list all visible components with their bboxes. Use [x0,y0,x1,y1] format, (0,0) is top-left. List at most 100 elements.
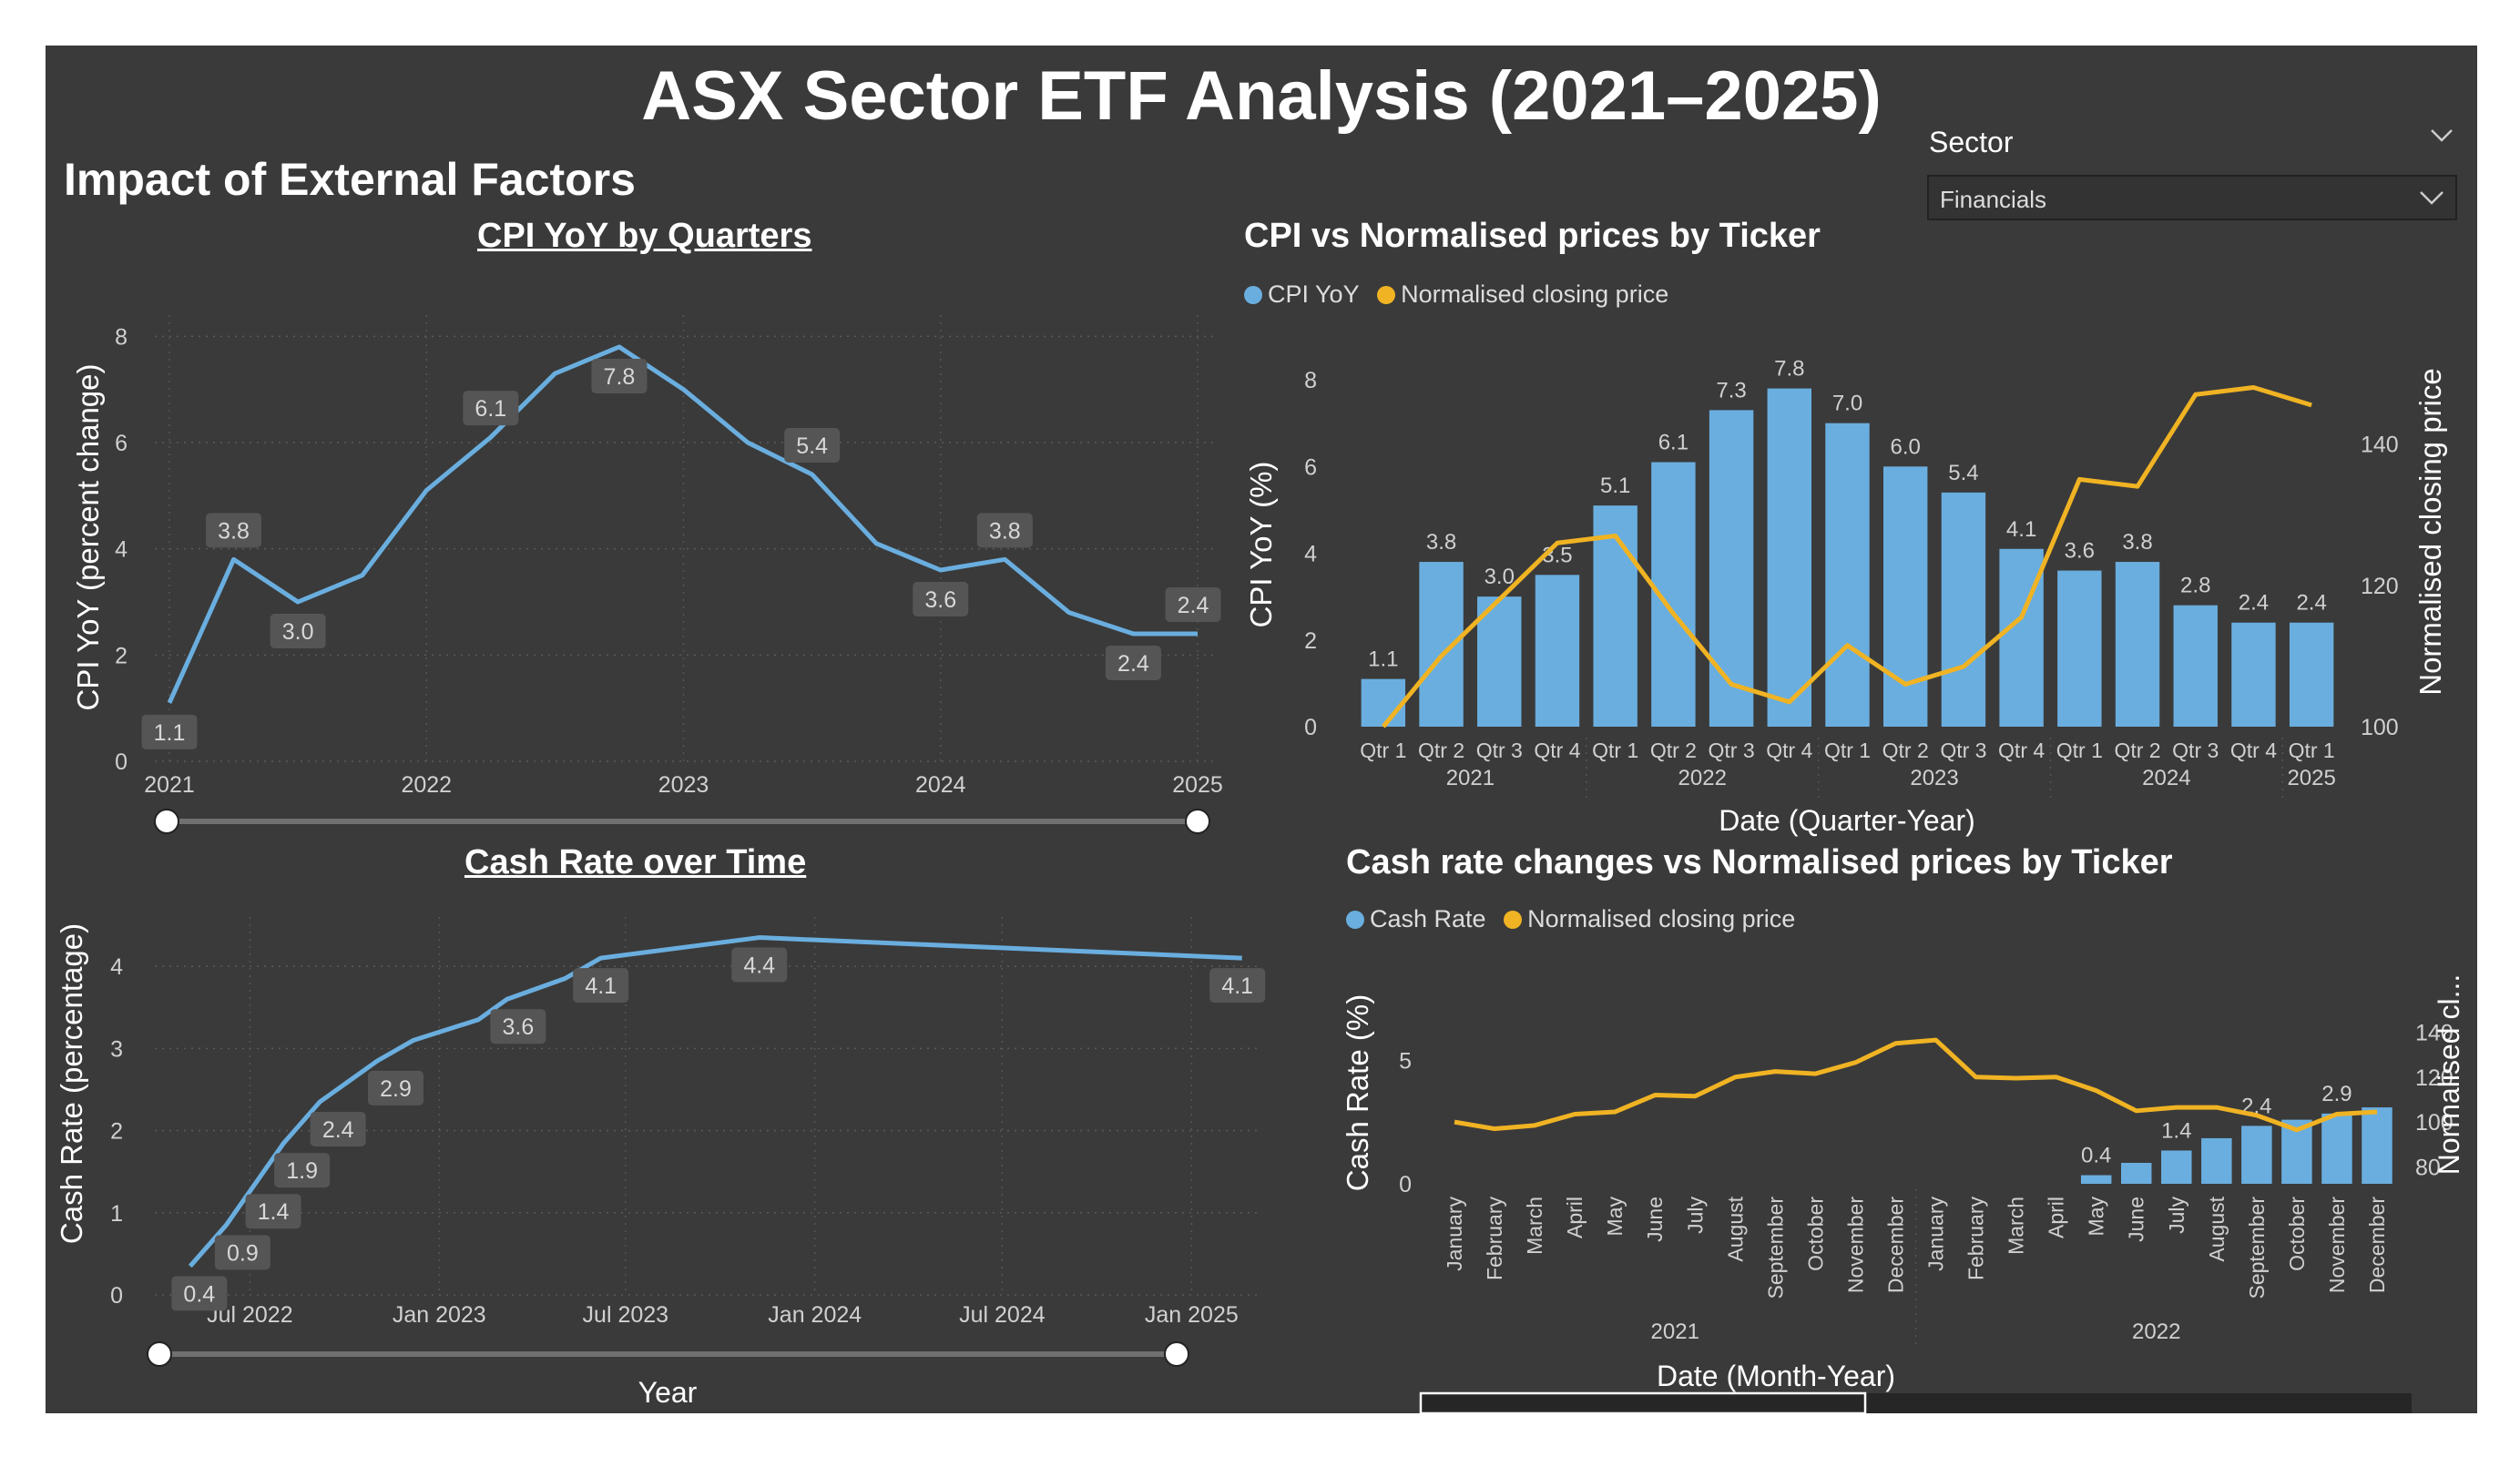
cash-line-y-label: Cash Rate (percentage) [55,923,88,1244]
cash-line-data-label: 3.6 [502,1014,534,1040]
cash-line-data-label-box [171,1276,228,1311]
cpi-combo-bar-label: 3.8 [2122,530,2152,555]
cash-combo-bar[interactable] [2161,1150,2192,1184]
cash-combo-bar-label: 1.4 [2161,1118,2191,1143]
cpi-combo-bar[interactable] [1477,596,1522,727]
legend-item[interactable]: Normalised closing price [1377,280,1668,308]
cpi-combo-x-tick: Qtr 1 [1592,739,1638,762]
cpi-combo-bar-label: 2.4 [2296,591,2326,616]
cash-combo-bar[interactable] [2201,1137,2232,1184]
cash-combo-bar[interactable] [2321,1113,2352,1184]
cash-date-slider-handle-end[interactable] [1164,1341,1189,1367]
sector-slicer-label: Sector [1929,126,2014,158]
cpi-combo-bar[interactable] [1709,410,1754,727]
cash-line-title: Cash Rate over Time [464,843,807,881]
cash-combo-x-tick: July [2165,1197,2188,1234]
cpi-combo-bar[interactable] [2289,622,2334,727]
cpi-combo-bar-label: 6.0 [1891,434,1921,459]
cpi-combo-bar[interactable] [2115,562,2160,727]
cpi-combo-bar[interactable] [1361,678,1406,727]
cash-line-data-label: 1.9 [286,1158,318,1184]
cpi-combo-x-tick: Qtr 4 [1998,739,2045,762]
cash-combo-y-label: Cash Rate (%) [1341,994,1374,1191]
cash-combo-bar[interactable] [2120,1162,2152,1184]
cash-combo-bar[interactable] [2080,1175,2112,1184]
cash-combo-x-tick: November [1843,1197,1867,1293]
cpi-combo-bar-label: 2.8 [2180,574,2210,598]
cash-line-data-label: 0.9 [227,1240,259,1266]
cash-combo-y2-tick: 120 [2415,1065,2454,1091]
cpi-combo-bar-label: 5.4 [1948,461,1978,485]
cpi-combo-y-tick: 6 [1304,454,1317,480]
cpi-combo-bar[interactable] [1535,575,1580,727]
cpi-combo-x-tick: Qtr 4 [2230,739,2277,762]
cpi-combo-bar[interactable] [1419,562,1464,727]
legend-label: Cash Rate [1370,905,1486,932]
legend-label: CPI YoY [1268,280,1360,308]
cash-combo-year-label: 2021 [1651,1319,1699,1344]
cash-combo-legend: Cash Rate Normalised closing price [1346,905,1806,933]
cpi-combo-year-label: 2025 [2287,766,2335,790]
cpi-line-y-tick: 4 [115,537,128,563]
cash-line-data-label-box [731,947,788,983]
cpi-date-slider-handle-end[interactable] [1185,809,1210,834]
cpi-combo-bar-label: 3.8 [1426,530,1456,555]
cpi-line-series[interactable] [167,344,1198,704]
cpi-combo-x-tick: Qtr 4 [1766,739,1812,762]
legend-item[interactable]: CPI YoY [1244,280,1360,308]
dropdown-chevron-icon[interactable] [2419,189,2444,206]
cash-date-slider-handle-start[interactable] [147,1341,172,1367]
cpi-combo-bar[interactable] [1767,388,1812,727]
cash-combo-y2-label: Normalised cl... [2433,974,2465,1176]
cpi-date-slider-handle-start[interactable] [154,809,179,834]
cpi-combo-bar[interactable] [2173,605,2218,727]
cash-combo-x-tick: June [1643,1197,1667,1242]
cpi-combo-y2-tick: 100 [2361,715,2399,740]
legend-item[interactable]: Cash Rate [1346,905,1486,932]
cash-line-series[interactable] [188,935,1242,1269]
cpi-line-x-tick: 2025 [1172,772,1223,798]
cpi-combo-bar[interactable] [2057,570,2102,727]
cpi-combo-y-tick: 4 [1304,542,1317,567]
cash-combo-x-tick: May [1603,1197,1627,1237]
cpi-combo-bar-label: 7.0 [1832,392,1862,416]
cash-combo-x-tick: February [1964,1197,1988,1281]
cpi-line-data-label-box [463,391,519,426]
cpi-combo-bar[interactable] [1882,466,1928,727]
cpi-combo-y-tick: 0 [1304,715,1317,740]
legend-label: Normalised closing price [1401,280,1669,308]
cash-combo-scrollbar-thumb[interactable] [1419,1391,1867,1413]
cpi-line-data-label-box [784,428,841,463]
cpi-line-y-label: CPI YoY (percent change) [71,364,105,711]
cpi-combo-bar[interactable] [2231,622,2276,727]
cash-line-y-tick: 3 [110,1036,123,1062]
cpi-line-x-tick: 2024 [915,772,966,798]
cash-combo-bar[interactable] [2241,1126,2272,1184]
cash-combo-bar[interactable] [2362,1107,2392,1184]
cpi-combo-bar[interactable] [1593,505,1637,727]
cpi-combo-bar-label: 6.1 [1658,431,1689,455]
cash-combo-x-label: Date (Month-Year) [1657,1360,1895,1392]
cpi-line-y-tick: 0 [115,749,128,775]
cpi-combo-bar[interactable] [1825,423,1870,727]
cpi-line-data-label: 3.8 [989,518,1021,544]
legend-item[interactable]: Normalised closing price [1504,905,1795,932]
chevron-down-icon[interactable] [2430,127,2454,144]
cash-combo-x-tick: December [1883,1197,1907,1293]
section-subtitle: Impact of External Factors [64,154,636,205]
cpi-combo-bar[interactable] [1941,492,1986,727]
cash-line-data-label: 2.9 [380,1076,412,1102]
cpi-line-data-label: 3.0 [282,619,314,645]
cpi-line-data-label: 2.4 [1178,593,1209,618]
cpi-combo-x-tick: Qtr 4 [1534,739,1580,762]
cash-combo-x-tick: January [1443,1197,1466,1271]
cpi-line-title: CPI YoY by Quarters [477,217,812,255]
sector-dropdown[interactable]: Financials [1927,175,2457,220]
cpi-line-data-label: 1.1 [154,720,186,746]
cash-line-data-label-box [274,1153,331,1188]
cpi-line-data-label: 3.6 [924,587,956,613]
cash-combo-price-line[interactable] [1454,1037,2378,1133]
cpi-combo-x-tick: Qtr 2 [1418,739,1464,762]
cpi-combo-price-line[interactable] [1381,385,2312,728]
